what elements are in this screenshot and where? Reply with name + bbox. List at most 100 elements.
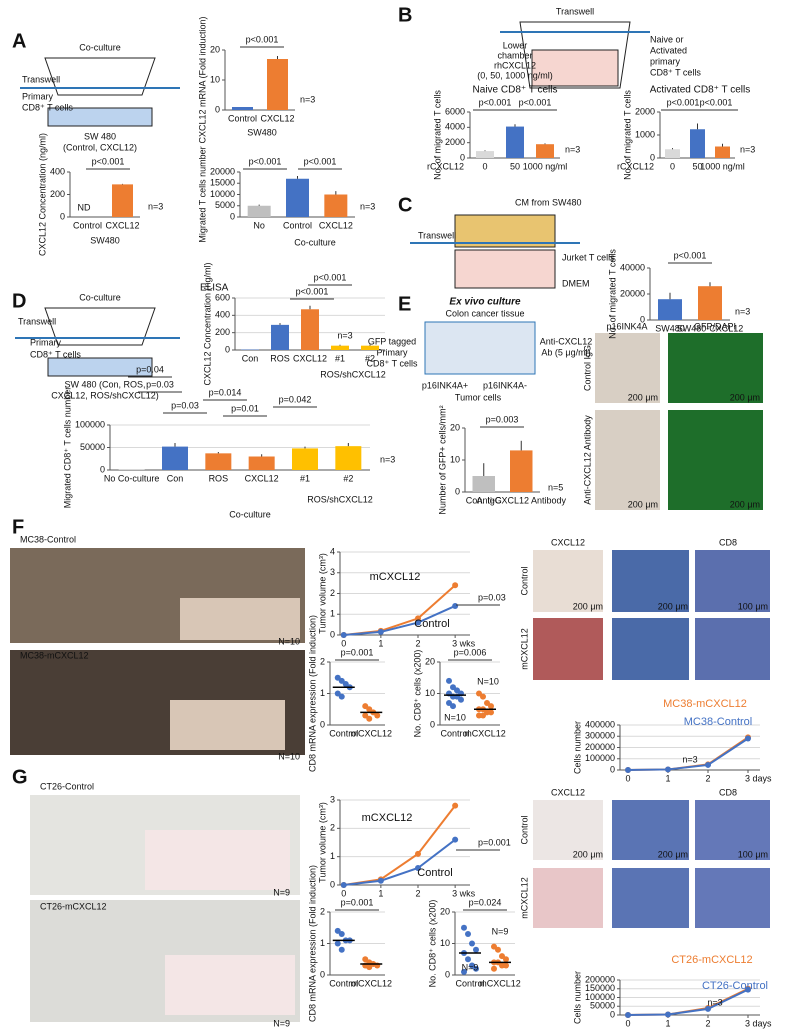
dot: [495, 946, 501, 953]
y-tick-label: 1: [320, 938, 325, 948]
line: [627, 737, 749, 771]
y-tick-label: 1: [330, 609, 335, 619]
bar: [267, 59, 288, 110]
figure-label: (0, 50, 1000 ng/ml): [477, 70, 553, 80]
photo: [170, 700, 285, 750]
x-tick-label: mCXCL12: [350, 978, 392, 988]
bar: [324, 194, 348, 217]
x-tick-label: 1: [378, 888, 383, 898]
bar: [271, 324, 289, 350]
x-tick-label: Control: [440, 728, 469, 738]
figure-label: 200 μm: [730, 499, 760, 509]
dot: [458, 696, 464, 703]
photo: [668, 333, 763, 403]
y-tick-label: 0: [320, 969, 325, 979]
annotation: n=3: [740, 144, 755, 154]
figure-label: 200 μm: [628, 499, 658, 509]
y-tick-label: 10: [210, 74, 220, 84]
dot: [338, 931, 345, 938]
y-tick-label: 3: [330, 794, 335, 804]
bar: [698, 286, 722, 320]
y-axis-label: No. of migrated T cells: [607, 249, 617, 339]
y-axis-label: No. of migrated T cells: [432, 90, 442, 180]
y-tick-label: 1: [320, 688, 325, 698]
figure-label: (Control, CXCL12): [63, 142, 137, 152]
point: [377, 877, 384, 884]
figure-label: Primary: [22, 91, 53, 101]
series-label: CT26-Control: [702, 980, 768, 992]
x-tick-label: 3 wks: [452, 638, 476, 648]
y-tick-label: 0: [610, 764, 615, 774]
photo: [533, 618, 603, 680]
y-tick-label: 100000: [585, 753, 615, 763]
chart-title: Naive CD8⁺ T cells: [473, 85, 558, 96]
photo: [533, 800, 603, 860]
figure-label: 200 μm: [658, 601, 688, 611]
annotation: p=0.03: [146, 379, 174, 389]
panel-label: F: [12, 516, 24, 538]
lower-chamber: [531, 49, 619, 87]
series-label: MC38-mCXCL12: [663, 698, 747, 710]
x-tick-label: 1: [665, 1018, 670, 1028]
figure-label: MC38-mCXCL12: [20, 650, 89, 660]
x-tick-label: 0: [625, 773, 630, 783]
dot: [446, 677, 452, 684]
x-tick-label: 2: [415, 638, 420, 648]
y-tick-label: 2000: [635, 106, 655, 116]
bar: [331, 345, 349, 350]
annotation: p<0.001: [667, 97, 700, 107]
x-tick-label: 0: [482, 161, 487, 171]
figure-label: Control: [519, 566, 529, 595]
annotation: n=3: [565, 144, 580, 154]
figure-label: CD8: [719, 537, 737, 547]
annotation: n=3: [682, 754, 697, 764]
photo: [612, 550, 689, 612]
figure-label: Transwell: [22, 74, 60, 84]
dot: [491, 965, 497, 972]
bar: [205, 453, 232, 470]
y-tick-label: 100000: [75, 419, 105, 429]
series-label: Control: [414, 618, 449, 630]
y-tick-label: 0: [640, 314, 645, 324]
y-tick-label: 200: [215, 327, 230, 337]
y-tick-label: 1000: [635, 129, 655, 139]
dot: [461, 924, 467, 931]
y-tick-label: 600: [215, 292, 230, 302]
x-tick-label: 2: [415, 888, 420, 898]
figure-label: 200 μm: [730, 392, 760, 402]
x-tick-label: ROS: [270, 353, 290, 363]
photo: [695, 618, 770, 680]
bar: [658, 299, 682, 320]
y-axis-label: CXCL12 mRNA (Fold induction): [197, 16, 207, 143]
point: [377, 628, 384, 635]
transwell: [44, 57, 156, 96]
annotation: n=3: [300, 94, 315, 104]
annotation: n=3: [148, 201, 163, 211]
figure-label: GFP/DAPI: [694, 321, 736, 331]
photo: [668, 410, 763, 510]
figure-label: DMEM: [562, 278, 590, 288]
photo: [612, 800, 689, 860]
dot: [473, 946, 479, 953]
annotation: N=9: [462, 962, 479, 972]
panel-label: C: [398, 194, 412, 216]
tissue-chamber: [424, 321, 536, 375]
bar: [248, 456, 275, 470]
annotation: p<0.001: [249, 156, 282, 166]
bar: [472, 476, 495, 492]
dot: [366, 964, 373, 971]
y-tick-label: 50000: [80, 442, 105, 452]
y-tick-label: 0: [330, 879, 335, 889]
bar: [361, 345, 379, 350]
annotation: p<0.001: [246, 34, 279, 44]
x-tick-label: CXCL12: [245, 473, 279, 483]
x-tick-label: CXCL12: [293, 353, 327, 363]
y-tick-label: 0: [650, 152, 655, 162]
figure-label: SW 480 (Con, ROS,: [64, 379, 145, 389]
x-tick-label: 50: [692, 161, 702, 171]
y-tick-label: 0: [320, 719, 325, 729]
annotation: p<0.001: [674, 250, 707, 260]
figure-label: Co-culture: [79, 292, 121, 302]
y-tick-label: 0: [225, 344, 230, 354]
